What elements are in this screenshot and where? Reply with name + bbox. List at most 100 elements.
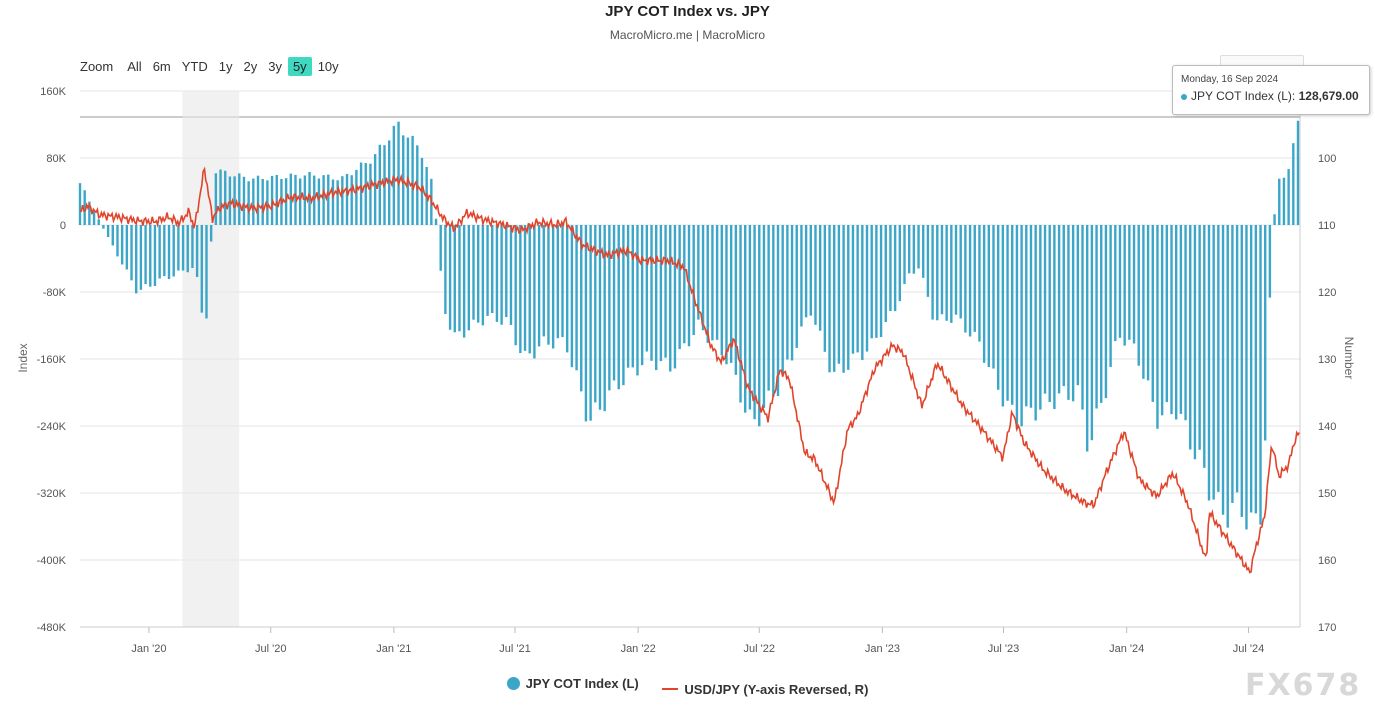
x-tick-label: Jan '20 [131,643,166,655]
cot-bar [903,225,906,284]
export-menu-button[interactable] [1220,55,1304,68]
cot-bar [655,225,658,371]
cot-bar [631,225,634,368]
cot-bar [715,225,719,340]
cot-bar [462,225,466,338]
cot-bar [341,176,344,225]
cot-bar [392,125,396,225]
cot-bar [565,225,569,353]
cot-bar [950,225,953,323]
cot-bars [78,120,1300,530]
cot-bar [847,225,850,370]
cot-bar [481,225,485,326]
cot-bar [1174,225,1178,420]
cot-bar [111,225,114,246]
cot-bar [1170,225,1173,415]
cot-bar [434,218,438,225]
cot-bar [598,225,602,410]
range-button-ytd[interactable]: YTD [181,59,208,74]
cot-bar [833,225,836,372]
cot-bar [1062,225,1065,387]
cot-bar [289,173,293,225]
cot-bar [758,225,761,427]
cot-bar [486,225,489,316]
cot-bar [795,225,798,348]
x-tick-label: Jul '22 [744,643,775,655]
range-button-2y[interactable]: 2y [243,59,258,74]
cot-bar [837,225,841,364]
zoom-label: Zoom [80,59,114,74]
cot-bar [1029,225,1033,408]
cot-bar [987,225,991,367]
x-tick-label: Jan '24 [1109,643,1144,655]
cot-bar [1118,225,1122,338]
cot-bar [701,225,705,331]
cot-bar [523,225,527,351]
left-tick-label: 0 [60,220,66,232]
cot-bar [940,225,944,315]
cot-bar [776,225,780,397]
cot-bar [711,225,714,341]
cot-bar [153,225,157,286]
range-button-5y[interactable]: 5y [287,57,312,76]
cot-bar [875,225,878,338]
cot-bar [898,225,902,302]
legend-dot-icon [506,677,520,690]
cot-bar [1226,225,1229,528]
cot-bar [467,225,471,331]
cot-bar [139,225,143,290]
right-axis-ticks: 100 110 120 130 140 150 160 170 [1318,153,1336,634]
cot-bar [125,225,129,270]
cot-bar [1287,169,1290,225]
cot-bar [120,225,124,265]
cot-bar [256,175,260,225]
cot-bar [753,225,756,420]
range-button-10y[interactable]: 10y [317,59,339,74]
cot-bar [608,225,611,391]
cot-bar [1156,225,1159,429]
legend-item-cot[interactable]: JPY COT Index (L) [506,676,639,691]
x-tick-label: Jul '21 [499,643,530,655]
cot-bar [144,225,147,285]
cot-bar [1264,225,1267,441]
cot-bar [331,179,335,225]
cot-bar [626,225,630,368]
cot-bar [1034,225,1037,421]
cot-bar [402,135,405,225]
range-button-1y[interactable]: 1y [218,59,233,74]
cot-bar [336,180,339,225]
cot-bar [1095,225,1098,409]
left-tick-label: -320K [37,488,67,500]
cot-bar [1207,225,1211,501]
cot-bar [1039,225,1042,410]
x-tick-label: Jul '20 [255,643,286,655]
cot-bar [762,225,766,408]
cot-bar [491,225,494,314]
cot-bar [818,225,822,331]
cot-bar [97,219,100,225]
range-button-all[interactable]: All [127,59,142,74]
left-tick-label: 160K [40,86,66,98]
cot-bar [1006,225,1009,401]
cot-bar [542,225,545,337]
cot-bar [88,201,91,225]
cot-bar [1020,225,1023,427]
cot-bar [303,175,307,225]
cot-bar [238,173,241,225]
cot-bar [1137,225,1140,366]
cot-bar [645,225,649,352]
cot-bar [317,178,321,225]
watermark: FX678 [1245,668,1362,703]
cot-bar [1296,120,1300,225]
cot-bar [439,225,442,271]
x-tick-label: Jul '23 [988,643,1019,655]
cot-bar [931,225,934,320]
range-button-3y[interactable]: 3y [268,59,282,74]
legend-item-usdjpy[interactable]: USD/JPY (Y-axis Reversed, R) [662,682,868,697]
cot-bar [1025,225,1028,407]
cot-bar [186,225,189,273]
range-button-6m[interactable]: 6m [152,59,171,74]
cot-bar [879,225,883,338]
cot-bar [205,225,208,319]
cot-bar [158,225,161,279]
